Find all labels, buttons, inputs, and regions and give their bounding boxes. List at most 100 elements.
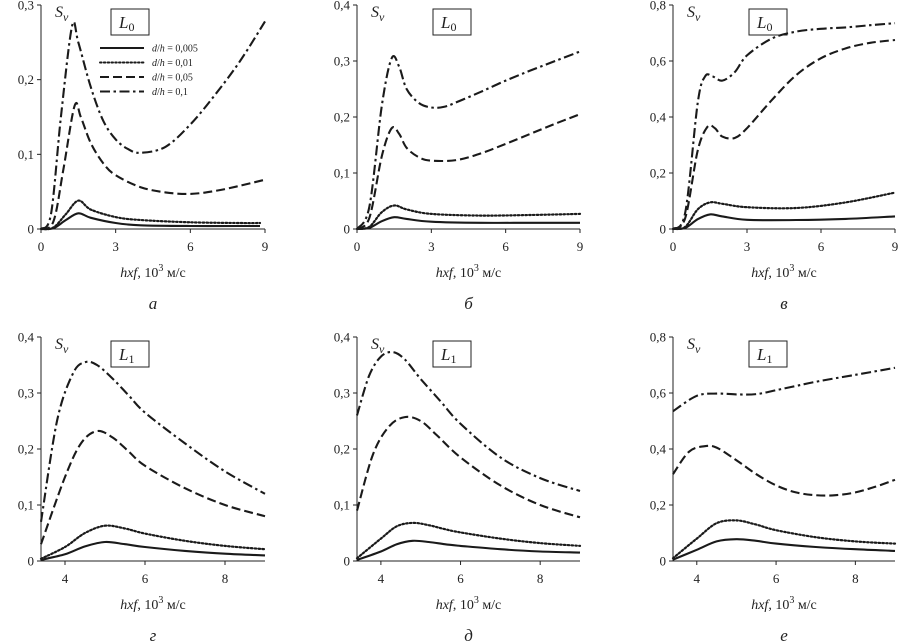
x-tick-label: 6	[187, 239, 194, 254]
y-tick-label: 0,3	[334, 386, 350, 401]
y-tick-label: 0,2	[650, 498, 666, 513]
x-tick-label: 8	[537, 571, 544, 586]
y-tick-label: 0,8	[650, 330, 666, 345]
y-tick-label: 0,2	[334, 442, 350, 457]
y-tick-label: 0,4	[18, 330, 35, 345]
x-tick-label: 6	[142, 571, 149, 586]
x-tick-label: 8	[222, 571, 229, 586]
series-line-solid	[40, 212, 260, 231]
mode-label-box	[748, 8, 788, 36]
y-tick-label: 0,4	[650, 442, 667, 457]
mode-label-box	[432, 340, 472, 368]
mode-label-box	[110, 340, 150, 368]
y-axis-label: Sv	[55, 4, 69, 24]
y-tick-label: 0,4	[650, 110, 667, 125]
x-tick-label: 6	[818, 239, 825, 254]
y-axis-label: Sv	[371, 336, 385, 356]
y-tick-label: 0	[660, 222, 667, 237]
x-tick-label: 9	[577, 239, 584, 254]
series-line-dashdot	[672, 22, 896, 230]
legend-label: d/h = 0,05	[152, 73, 193, 84]
series-line-dashdot	[39, 360, 266, 522]
y-tick-label: 0,1	[18, 498, 34, 513]
y-axis-label: Sv	[371, 4, 385, 24]
legend-label: d/h = 0,01	[152, 58, 193, 69]
panel-label: б	[464, 294, 473, 313]
series-line-dashed	[40, 429, 266, 545]
x-tick-label: 0	[38, 239, 45, 254]
legend-label: d/h = 0,1	[152, 87, 188, 98]
series-line-dotted	[671, 519, 897, 560]
series-line-solid	[356, 216, 580, 231]
y-tick-label: 0,2	[334, 110, 350, 125]
series-line-dashed	[356, 113, 581, 230]
series-line-dotted	[39, 199, 262, 231]
y-tick-label: 0,3	[334, 54, 350, 69]
series-line-dashed	[672, 38, 896, 230]
x-axis-label: hxf, 103 м/с	[751, 595, 817, 613]
y-tick-label: 0,8	[650, 0, 666, 13]
x-tick-label: 8	[852, 571, 859, 586]
x-axis-label: hxf, 103 м/с	[751, 263, 817, 281]
panel-label: в	[780, 294, 788, 313]
series-line-dashed	[40, 101, 266, 231]
series-line-dashdot	[672, 366, 896, 413]
legend-label: d/h = 0,005	[152, 44, 198, 55]
x-tick-label: 0	[670, 239, 677, 254]
panel-label: д	[464, 626, 473, 641]
y-tick-label: 0,2	[18, 72, 34, 87]
series-line-solid	[672, 213, 896, 231]
y-tick-label: 0,3	[18, 386, 34, 401]
x-tick-label: 3	[428, 239, 435, 254]
series-line-dotted	[39, 524, 267, 560]
mode-label-box	[432, 8, 472, 36]
series-line-solid	[356, 539, 581, 561]
y-tick-label: 0,2	[650, 166, 666, 181]
series-line-dotted	[355, 204, 582, 231]
x-tick-label: 9	[262, 239, 269, 254]
y-tick-label: 0,2	[18, 442, 34, 457]
panel-label: г	[150, 626, 157, 641]
y-tick-label: 0	[28, 554, 35, 569]
x-tick-label: 6	[502, 239, 509, 254]
y-tick-label: 0,1	[334, 498, 350, 513]
series-line-dashed	[672, 444, 896, 497]
y-tick-label: 0,6	[650, 386, 667, 401]
panel-label: а	[149, 294, 158, 313]
series-line-solid	[672, 538, 896, 561]
series-line-dotted	[355, 521, 582, 560]
x-tick-label: 4	[378, 571, 385, 586]
y-tick-label: 0,3	[18, 0, 34, 13]
y-tick-label: 0,1	[334, 166, 350, 181]
x-axis-label: hxf, 103 м/с	[120, 263, 186, 281]
y-axis-label: Sv	[55, 336, 69, 356]
mode-label-box	[110, 8, 150, 36]
x-tick-label: 3	[112, 239, 119, 254]
series-line-solid	[40, 540, 266, 561]
y-tick-label: 0	[344, 222, 351, 237]
y-tick-label: 0	[344, 554, 351, 569]
y-tick-label: 0,4	[334, 330, 351, 345]
panel-label: е	[780, 626, 788, 641]
x-tick-label: 6	[457, 571, 464, 586]
y-tick-label: 0	[660, 554, 667, 569]
x-tick-label: 4	[694, 571, 701, 586]
series-line-dotted	[671, 191, 897, 231]
x-tick-label: 6	[773, 571, 780, 586]
y-tick-label: 0,4	[334, 0, 351, 13]
series-line-dashdot	[355, 350, 581, 493]
series-line-dashdot	[40, 20, 266, 230]
x-tick-label: 4	[62, 571, 69, 586]
x-axis-label: hxf, 103 м/с	[436, 263, 502, 281]
x-axis-label: hxf, 103 м/с	[436, 595, 502, 613]
x-tick-label: 9	[892, 239, 899, 254]
x-tick-label: 3	[744, 239, 751, 254]
